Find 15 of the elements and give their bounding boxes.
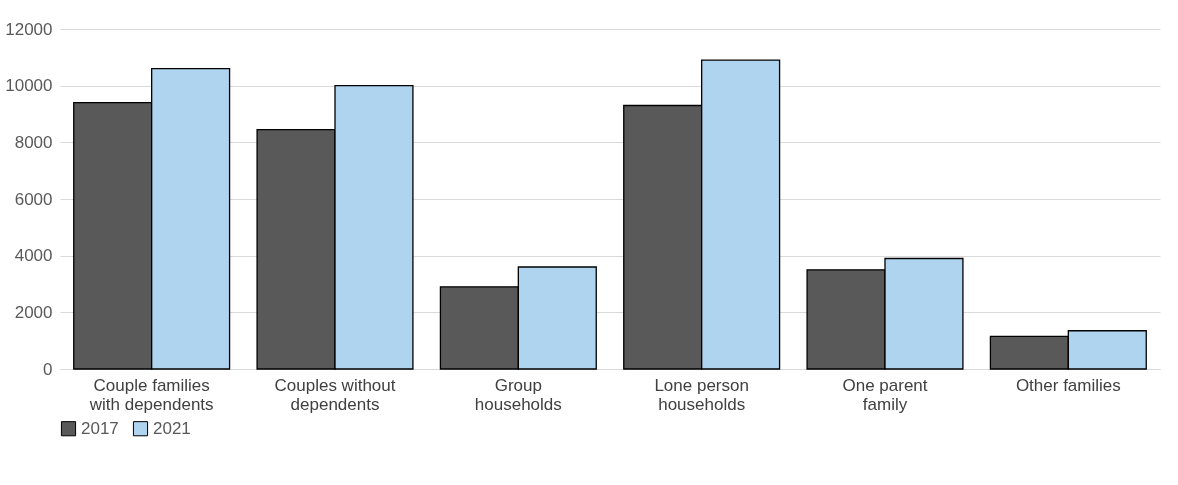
x-tick-label: Group households	[474, 375, 562, 414]
x-tick-label: Lone person households	[654, 375, 749, 414]
y-tick-label: 6000	[14, 189, 53, 209]
x-tick-label: One parent family	[842, 375, 928, 414]
y-tick-label: 10000	[5, 76, 53, 96]
x-tick-label: Other families	[1015, 375, 1121, 395]
x-tick-label: Couples without dependents	[274, 375, 396, 414]
y-tick-label: 4000	[14, 246, 53, 266]
legend-label: 2021	[153, 418, 191, 438]
y-tick-label: 2000	[14, 302, 53, 322]
legend-label: 2017	[81, 418, 119, 438]
x-tick-label: Couple families with dependents	[88, 375, 214, 414]
y-tick-label: 0	[43, 359, 53, 379]
y-tick-label: 8000	[14, 132, 53, 152]
y-tick-label: 12000	[5, 19, 53, 39]
